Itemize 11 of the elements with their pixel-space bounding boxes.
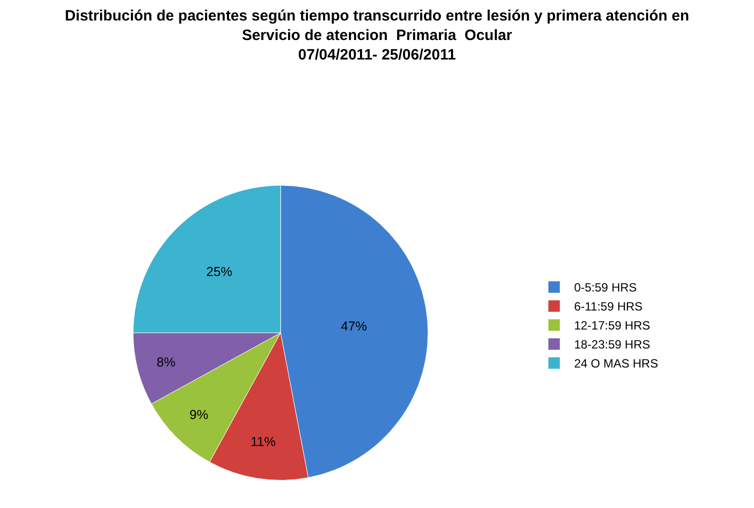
- legend-label: 18-23:59 HRS: [574, 338, 650, 352]
- data-label: 25%: [206, 264, 233, 280]
- legend-label: 0-5:59 HRS: [574, 280, 637, 295]
- legend-label: 24 O MAS HRS: [574, 356, 658, 371]
- legend-label: 6-11:59 HRS: [574, 300, 643, 314]
- data-label: 11%: [250, 434, 276, 450]
- chart-title: Distribución de pacientes según tiempo transcurrido entre lesión y primera atención en Servicio de atencion Primaria Ocular 07/04/2011- 25/06/2011: [64, 7, 690, 64]
- data-label: 47%: [340, 318, 368, 334]
- data-label: 9%: [189, 406, 209, 422]
- legend-label: 12-17:59 HRS: [574, 318, 650, 333]
- data-label: 8%: [156, 354, 176, 370]
